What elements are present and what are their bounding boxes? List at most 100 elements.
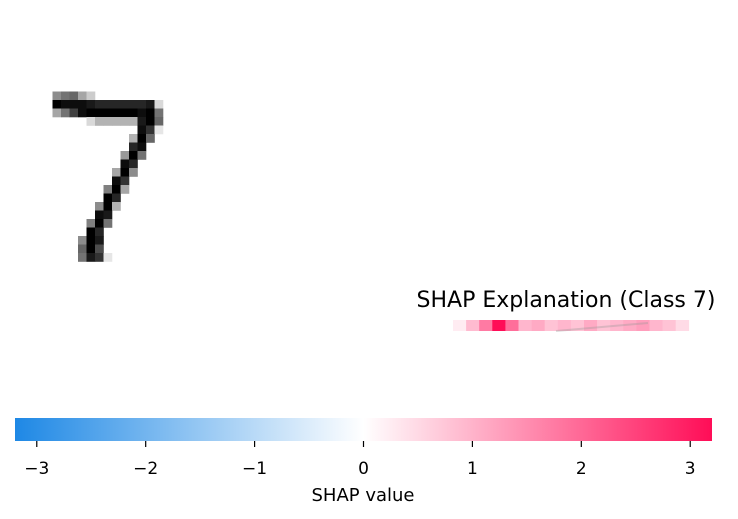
shap-cell-2 xyxy=(479,320,493,331)
digit-pixel-26 xyxy=(120,108,130,118)
digit-pixel-4 xyxy=(86,91,96,101)
digit-pixel-28 xyxy=(137,108,147,118)
shap-cell-3 xyxy=(492,320,506,331)
digit-pixel-51 xyxy=(120,159,130,169)
digit-pixel-47 xyxy=(137,142,147,152)
digit-pixel-41 xyxy=(146,125,155,135)
colorbar-tick-label-6: 3 xyxy=(685,459,696,479)
digit-pixel-54 xyxy=(120,168,130,177)
digit-pixel-40 xyxy=(137,125,147,135)
colorbar-tick-label-0: −3 xyxy=(24,459,49,479)
digit-pixel-24 xyxy=(103,108,113,118)
digit-pixel-62 xyxy=(112,193,121,203)
shap-cell-8 xyxy=(557,320,572,331)
digit-pixel-69 xyxy=(95,219,104,228)
digit-pixel-14 xyxy=(129,100,138,109)
digit-pixel-53 xyxy=(112,168,121,177)
digit-pixel-33 xyxy=(103,117,113,126)
digit-pixel-25 xyxy=(112,108,121,118)
shap-cell-6 xyxy=(531,320,545,331)
digit-pixel-56 xyxy=(112,176,121,186)
digit-pixel-2 xyxy=(69,91,79,101)
digit-pixel-43 xyxy=(129,134,138,143)
digit-pixel-81 xyxy=(95,253,104,262)
digit-pixel-48 xyxy=(120,151,130,160)
digit-pixel-29 xyxy=(146,108,155,118)
colorbar-tick-label-4: 1 xyxy=(467,459,478,479)
shap-cell-9 xyxy=(570,320,585,331)
digit-pixel-49 xyxy=(129,151,138,160)
shap-cell-17 xyxy=(675,320,690,331)
shap-strip-overlay-line xyxy=(555,322,649,332)
shap-cell-13 xyxy=(623,320,637,331)
digit-pixel-75 xyxy=(95,236,104,245)
colorbar-label: SHAP value xyxy=(311,485,414,506)
digit-pixel-79 xyxy=(78,253,87,262)
digit-pixel-35 xyxy=(120,117,130,126)
digit-pixel-20 xyxy=(69,108,79,118)
digit-pixel-76 xyxy=(78,244,87,254)
digit-pixel-44 xyxy=(137,134,147,143)
digit-pixel-19 xyxy=(61,108,70,118)
digit-pixel-66 xyxy=(95,210,104,220)
digit-pixel-57 xyxy=(120,176,130,186)
digit-pixel-82 xyxy=(103,253,113,262)
digit-pixel-63 xyxy=(95,202,104,211)
digit-pixel-30 xyxy=(154,108,164,118)
input-digit-image xyxy=(52,91,164,262)
digit-pixel-38 xyxy=(146,117,155,126)
digit-pixel-9 xyxy=(86,100,96,109)
digit-pixel-22 xyxy=(86,108,96,118)
shap-cell-0 xyxy=(453,320,467,331)
digit-pixel-18 xyxy=(52,108,62,118)
shap-explanation-strip xyxy=(453,320,690,331)
digit-pixel-46 xyxy=(129,142,138,152)
digit-pixel-45 xyxy=(146,134,155,143)
digit-pixel-16 xyxy=(146,100,155,109)
shap-cell-14 xyxy=(636,320,650,331)
digit-pixel-73 xyxy=(78,236,87,245)
shap-cell-5 xyxy=(518,320,532,331)
digit-pixel-23 xyxy=(95,108,104,118)
colorbar-ticks: −3 −2 −1 0 1 2 3 xyxy=(24,441,696,479)
digit-pixel-64 xyxy=(103,202,113,211)
digit-pixel-32 xyxy=(95,117,104,126)
digit-pixel-34 xyxy=(112,117,121,126)
digit-pixel-42 xyxy=(154,125,164,135)
digit-pixel-72 xyxy=(95,227,104,237)
digit-pixel-71 xyxy=(86,227,96,237)
digit-pixel-50 xyxy=(137,151,147,160)
colorbar xyxy=(15,418,712,441)
shap-cell-12 xyxy=(610,320,624,331)
colorbar-tick-label-1: −2 xyxy=(133,459,158,479)
digit-pixel-31 xyxy=(86,117,96,126)
digit-pixel-5 xyxy=(52,100,62,109)
digit-pixel-11 xyxy=(103,100,113,109)
digit-pixel-52 xyxy=(129,159,138,169)
digit-pixel-61 xyxy=(103,193,113,203)
shap-cell-16 xyxy=(662,320,676,331)
digit-pixel-17 xyxy=(154,100,164,109)
digit-pixel-70 xyxy=(103,219,113,228)
shap-title: SHAP Explanation (Class 7) xyxy=(417,288,716,313)
digit-pixel-8 xyxy=(78,100,87,109)
digit-pixel-67 xyxy=(103,210,113,220)
digit-pixel-15 xyxy=(137,100,147,109)
shap-cell-10 xyxy=(584,320,598,331)
shap-cell-11 xyxy=(597,320,611,331)
digit-pixel-36 xyxy=(129,117,138,126)
digit-pixel-6 xyxy=(61,100,70,109)
digit-pixel-12 xyxy=(112,100,121,109)
colorbar-tick-label-2: −1 xyxy=(242,459,267,479)
colorbar-tick-label-5: 2 xyxy=(576,459,587,479)
digit-pixel-59 xyxy=(112,185,121,194)
digit-pixel-80 xyxy=(86,253,96,262)
digit-pixel-0 xyxy=(52,91,62,101)
shap-cell-7 xyxy=(544,320,559,331)
digit-pixel-37 xyxy=(137,117,147,126)
shap-cell-4 xyxy=(505,320,519,331)
digit-pixel-60 xyxy=(120,185,130,194)
digit-pixel-13 xyxy=(120,100,130,109)
digit-pixel-65 xyxy=(112,202,121,211)
